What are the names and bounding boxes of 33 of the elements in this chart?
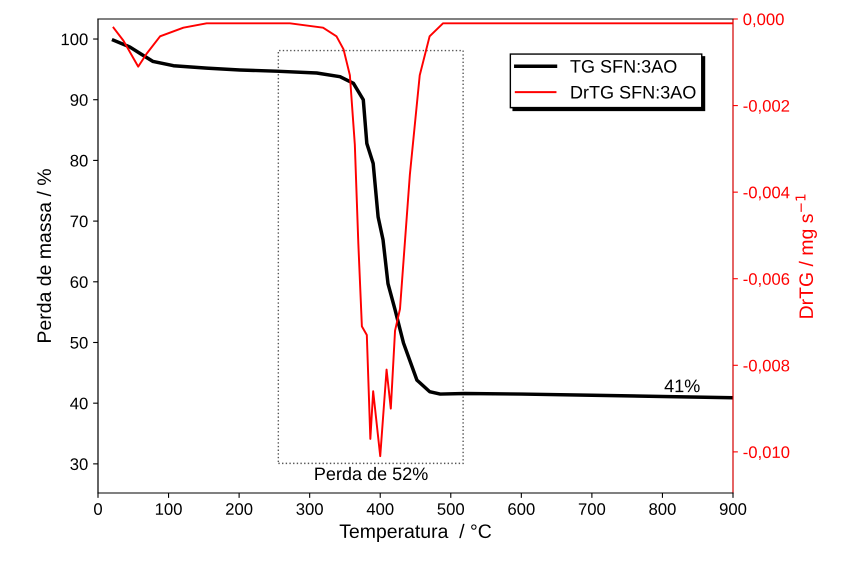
y2-axis-title: DrTG / mg s$^{−1}$ xyxy=(796,194,817,318)
x-tick-label: 0 xyxy=(94,503,102,515)
annotation: 41% xyxy=(664,380,700,392)
x-tick-label: 200 xyxy=(226,503,252,515)
y-tick-label: 60 xyxy=(70,276,88,288)
y2-tick-label: -0,008 xyxy=(743,360,790,374)
x-tick-label: 500 xyxy=(438,503,464,515)
x-tick-label: 700 xyxy=(578,503,606,515)
y2-tick-label: -0,010 xyxy=(743,446,790,460)
x-tick-label: 900 xyxy=(720,503,746,515)
annotation: Perda de 52% xyxy=(315,466,428,480)
x-tick-label: 300 xyxy=(296,503,323,515)
x-tick-label: 600 xyxy=(508,503,535,515)
y-tick-label: 30 xyxy=(70,458,88,470)
y2-tick-label: 0,000 xyxy=(743,13,784,28)
x-axis-title: Temperatura / °C xyxy=(340,524,492,542)
x-tick-label: 100 xyxy=(156,503,182,515)
y-tick-label: 90 xyxy=(70,94,88,106)
x-tick-label: 800 xyxy=(649,503,676,515)
line-series xyxy=(112,22,733,458)
y-tick-label: 50 xyxy=(70,336,88,349)
legend-label: DrTG SFN:3AO xyxy=(571,86,696,99)
legend-label: TG SFN:3AO xyxy=(570,60,676,73)
y2-tick-label: -0,002 xyxy=(743,100,790,114)
y2-tick-label: -0,006 xyxy=(743,273,790,287)
y-tick-label: 40 xyxy=(70,398,88,410)
y-tick-label: 70 xyxy=(70,216,88,228)
y-axis-title: Perda de massa / % xyxy=(36,169,52,342)
y2-tick-label: -0,004 xyxy=(743,186,790,200)
x-tick-label: 400 xyxy=(366,503,394,515)
y-tick-label: 100 xyxy=(62,33,88,46)
line-series xyxy=(112,38,733,400)
y-tick-label: 80 xyxy=(70,154,88,167)
